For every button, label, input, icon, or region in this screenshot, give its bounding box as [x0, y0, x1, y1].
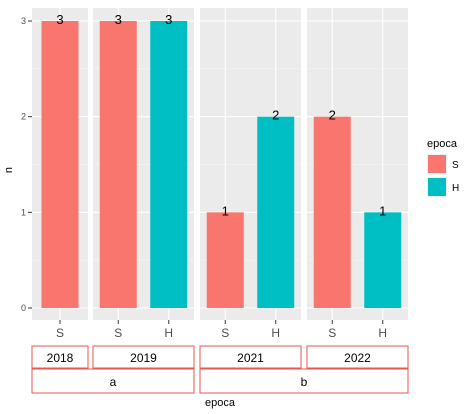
x-tick-label: H — [378, 326, 387, 340]
strip-year-label: 2021 — [237, 351, 264, 365]
legend: epoca S H — [427, 138, 459, 197]
bar-2021-H — [257, 116, 295, 309]
data-label: 3 — [56, 12, 63, 27]
strip-year-label: 2019 — [130, 351, 157, 365]
x-tick-label: S — [56, 326, 64, 340]
strip-year-box — [199, 345, 302, 369]
data-label: 2 — [272, 108, 279, 123]
bar-2019-S — [99, 21, 137, 308]
data-label: 1 — [379, 203, 386, 218]
facet-panel-2018: 3S — [32, 8, 88, 340]
x-tick-label: S — [221, 326, 229, 340]
strip-group-box — [31, 368, 195, 394]
facet-panel-2019: 3 S 3 H — [93, 8, 194, 340]
y-axis-title: n — [3, 167, 15, 173]
bar-2022-H — [364, 212, 402, 308]
bar-2019-H — [150, 21, 188, 308]
facet-strips: 2018 2019 2021 2022 a b — [31, 345, 409, 394]
legend-label: S — [452, 160, 459, 171]
data-label: 2 — [329, 108, 336, 123]
y-tick-label: 0 — [21, 303, 26, 313]
strip-group-label: a — [110, 375, 117, 389]
x-axis-title: epoca — [205, 397, 236, 409]
y-tick-label: 3 — [21, 16, 26, 26]
legend-title: epoca — [427, 138, 458, 150]
data-label: 1 — [222, 203, 229, 218]
x-tick-label: H — [164, 326, 173, 340]
facet-panel-2022: 2 S 1 H — [307, 8, 408, 340]
y-tick-label: 1 — [21, 207, 26, 217]
legend-key-S — [428, 155, 446, 173]
strip-year-label: 2022 — [344, 351, 371, 365]
x-tick-label: S — [114, 326, 122, 340]
x-tick-label: H — [271, 326, 280, 340]
strip-year-box — [306, 345, 409, 369]
data-label: 3 — [115, 12, 122, 27]
facet-panel-2021: 1 S 2 H — [200, 8, 301, 340]
y-axis: 0 1 2 3 — [21, 16, 32, 313]
legend-label: H — [452, 183, 459, 194]
y-tick-label: 2 — [21, 112, 26, 122]
strip-year-box — [92, 345, 195, 369]
bar-2021-S — [206, 212, 244, 308]
strip-year-box — [31, 345, 89, 369]
strip-group-box — [199, 368, 409, 394]
strip-year-label: 2018 — [47, 351, 74, 365]
x-tick-label: S — [328, 326, 336, 340]
bar-2018-S — [41, 21, 79, 308]
strip-group-label: b — [301, 375, 308, 389]
bar-2022-S — [313, 116, 351, 309]
legend-key-H — [428, 178, 446, 196]
data-label: 3 — [165, 12, 172, 27]
